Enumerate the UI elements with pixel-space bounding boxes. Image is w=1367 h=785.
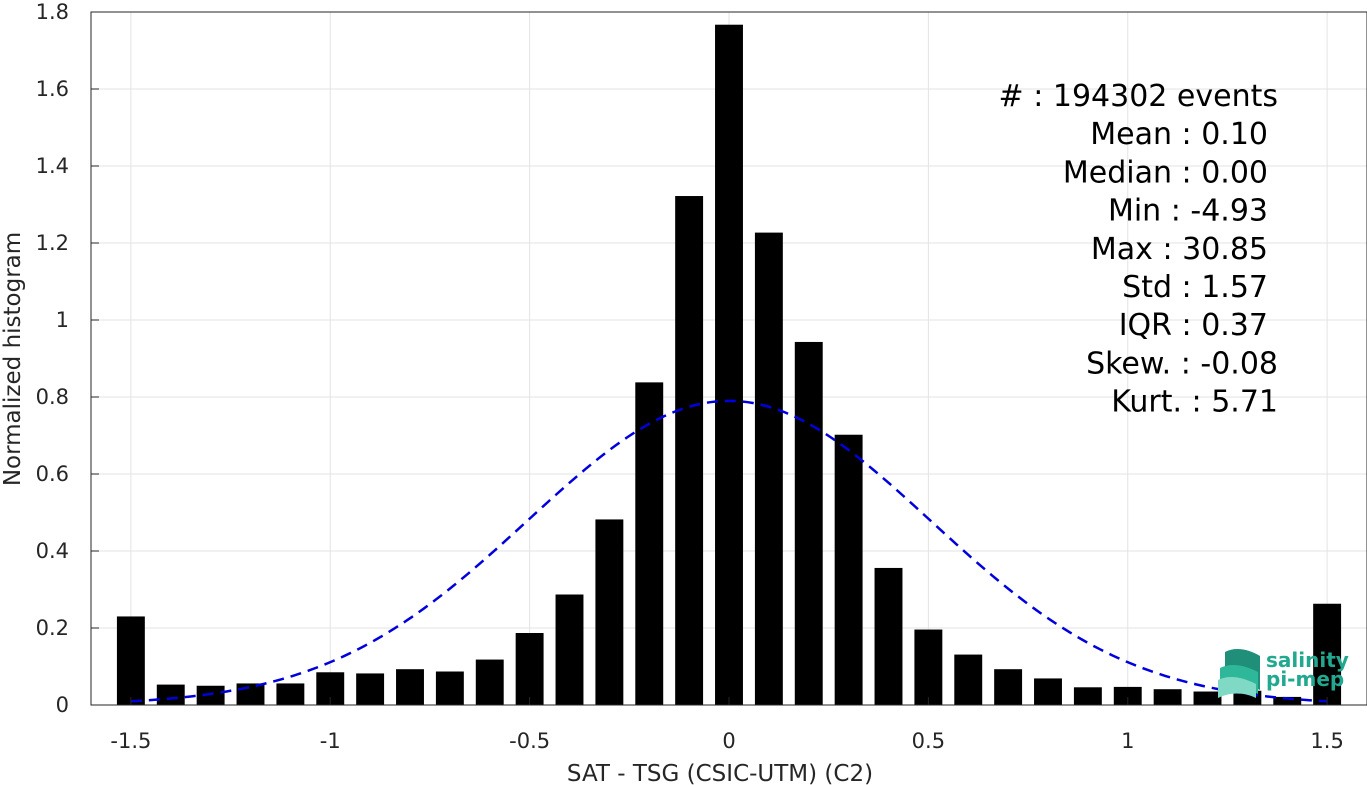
histogram-bar <box>635 382 664 705</box>
x-axis-ticks: -1.5 -1 -0.5 0 0.5 1 1.5 <box>110 697 1344 753</box>
histogram-bar <box>595 519 624 705</box>
histogram-bars <box>116 24 1342 706</box>
histogram-bar <box>954 654 983 705</box>
gaussian-fit-curve <box>130 399 1328 703</box>
stats-line: Std : 1.57 <box>1122 270 1268 305</box>
y-tick-label: 1.2 <box>36 231 69 255</box>
y-axis-title: Normalized histogram <box>0 232 26 486</box>
x-tick-label: 1.5 <box>1310 729 1343 753</box>
histogram-bar <box>555 594 584 705</box>
stats-line: # : 194302 events <box>999 79 1278 114</box>
y-tick-label: 0.6 <box>36 462 69 486</box>
histogram-bar <box>475 659 504 705</box>
stats-line: Max : 30.85 <box>1091 232 1268 267</box>
histogram-bar <box>1313 603 1342 705</box>
stats-line: Skew. : -0.08 <box>1086 346 1278 381</box>
y-tick-label: 1.8 <box>36 0 69 24</box>
histogram-bar <box>914 629 943 705</box>
histogram-bar <box>196 685 225 705</box>
histogram-bar <box>874 567 903 705</box>
histogram-bar <box>1273 696 1302 705</box>
x-tick-label: 1 <box>1121 729 1134 753</box>
histogram-bar <box>1153 689 1182 705</box>
histogram-bar <box>1193 691 1222 705</box>
y-tick-label: 0.4 <box>36 539 69 563</box>
y-tick-label: 1.6 <box>36 77 69 101</box>
logo-text-line2: pi-mep <box>1266 667 1344 691</box>
histogram-bar <box>356 673 385 705</box>
x-tick-label: -1 <box>320 729 341 753</box>
histogram-bar <box>1073 687 1102 705</box>
stats-line: IQR : 0.37 <box>1119 308 1268 343</box>
x-tick-label: 0 <box>722 729 735 753</box>
stats-line: Kurt. : 5.71 <box>1111 385 1278 420</box>
histogram-bar <box>116 616 145 705</box>
histogram-bar <box>515 633 544 705</box>
y-tick-label: 1.4 <box>36 154 69 178</box>
y-tick-label: 0.2 <box>36 616 69 640</box>
histogram-bar <box>994 669 1023 705</box>
y-tick-label: 0.8 <box>36 385 69 409</box>
histogram-bar <box>435 671 464 705</box>
wave-logo-icon <box>1218 649 1260 698</box>
histogram-bar <box>715 24 743 705</box>
histogram-bar <box>834 434 863 705</box>
histogram-bar <box>276 683 305 705</box>
stats-line: Mean : 0.10 <box>1090 117 1268 152</box>
histogram-bar <box>396 669 424 705</box>
histogram-bar <box>1113 686 1142 705</box>
x-axis-title: SAT - TSG (CSIC-UTM) (C2) <box>567 761 873 785</box>
y-tick-label: 1 <box>56 308 69 332</box>
salinity-pi-mep-logo: salinity pi-mep <box>1218 648 1349 698</box>
y-tick-label: 0 <box>56 693 69 717</box>
histogram-bar <box>794 341 823 705</box>
histogram-bar <box>156 684 185 705</box>
x-tick-label: -0.5 <box>509 729 550 753</box>
logo-text-line1: salinity <box>1266 648 1349 672</box>
x-tick-label: 0.5 <box>912 729 945 753</box>
histogram-bar <box>1034 678 1062 705</box>
histogram-bar <box>754 232 783 706</box>
y-axis-ticks: 0 0.2 0.4 0.6 0.8 1 1.2 1.4 1.6 1.8 <box>36 0 99 717</box>
histogram-bar <box>236 683 265 705</box>
x-tick-label: -1.5 <box>110 729 151 753</box>
stats-line: Median : 0.00 <box>1063 155 1268 190</box>
stats-line: Min : -4.93 <box>1108 194 1268 229</box>
histogram-bar <box>675 196 704 705</box>
gaussian-fit-line <box>130 399 1328 703</box>
